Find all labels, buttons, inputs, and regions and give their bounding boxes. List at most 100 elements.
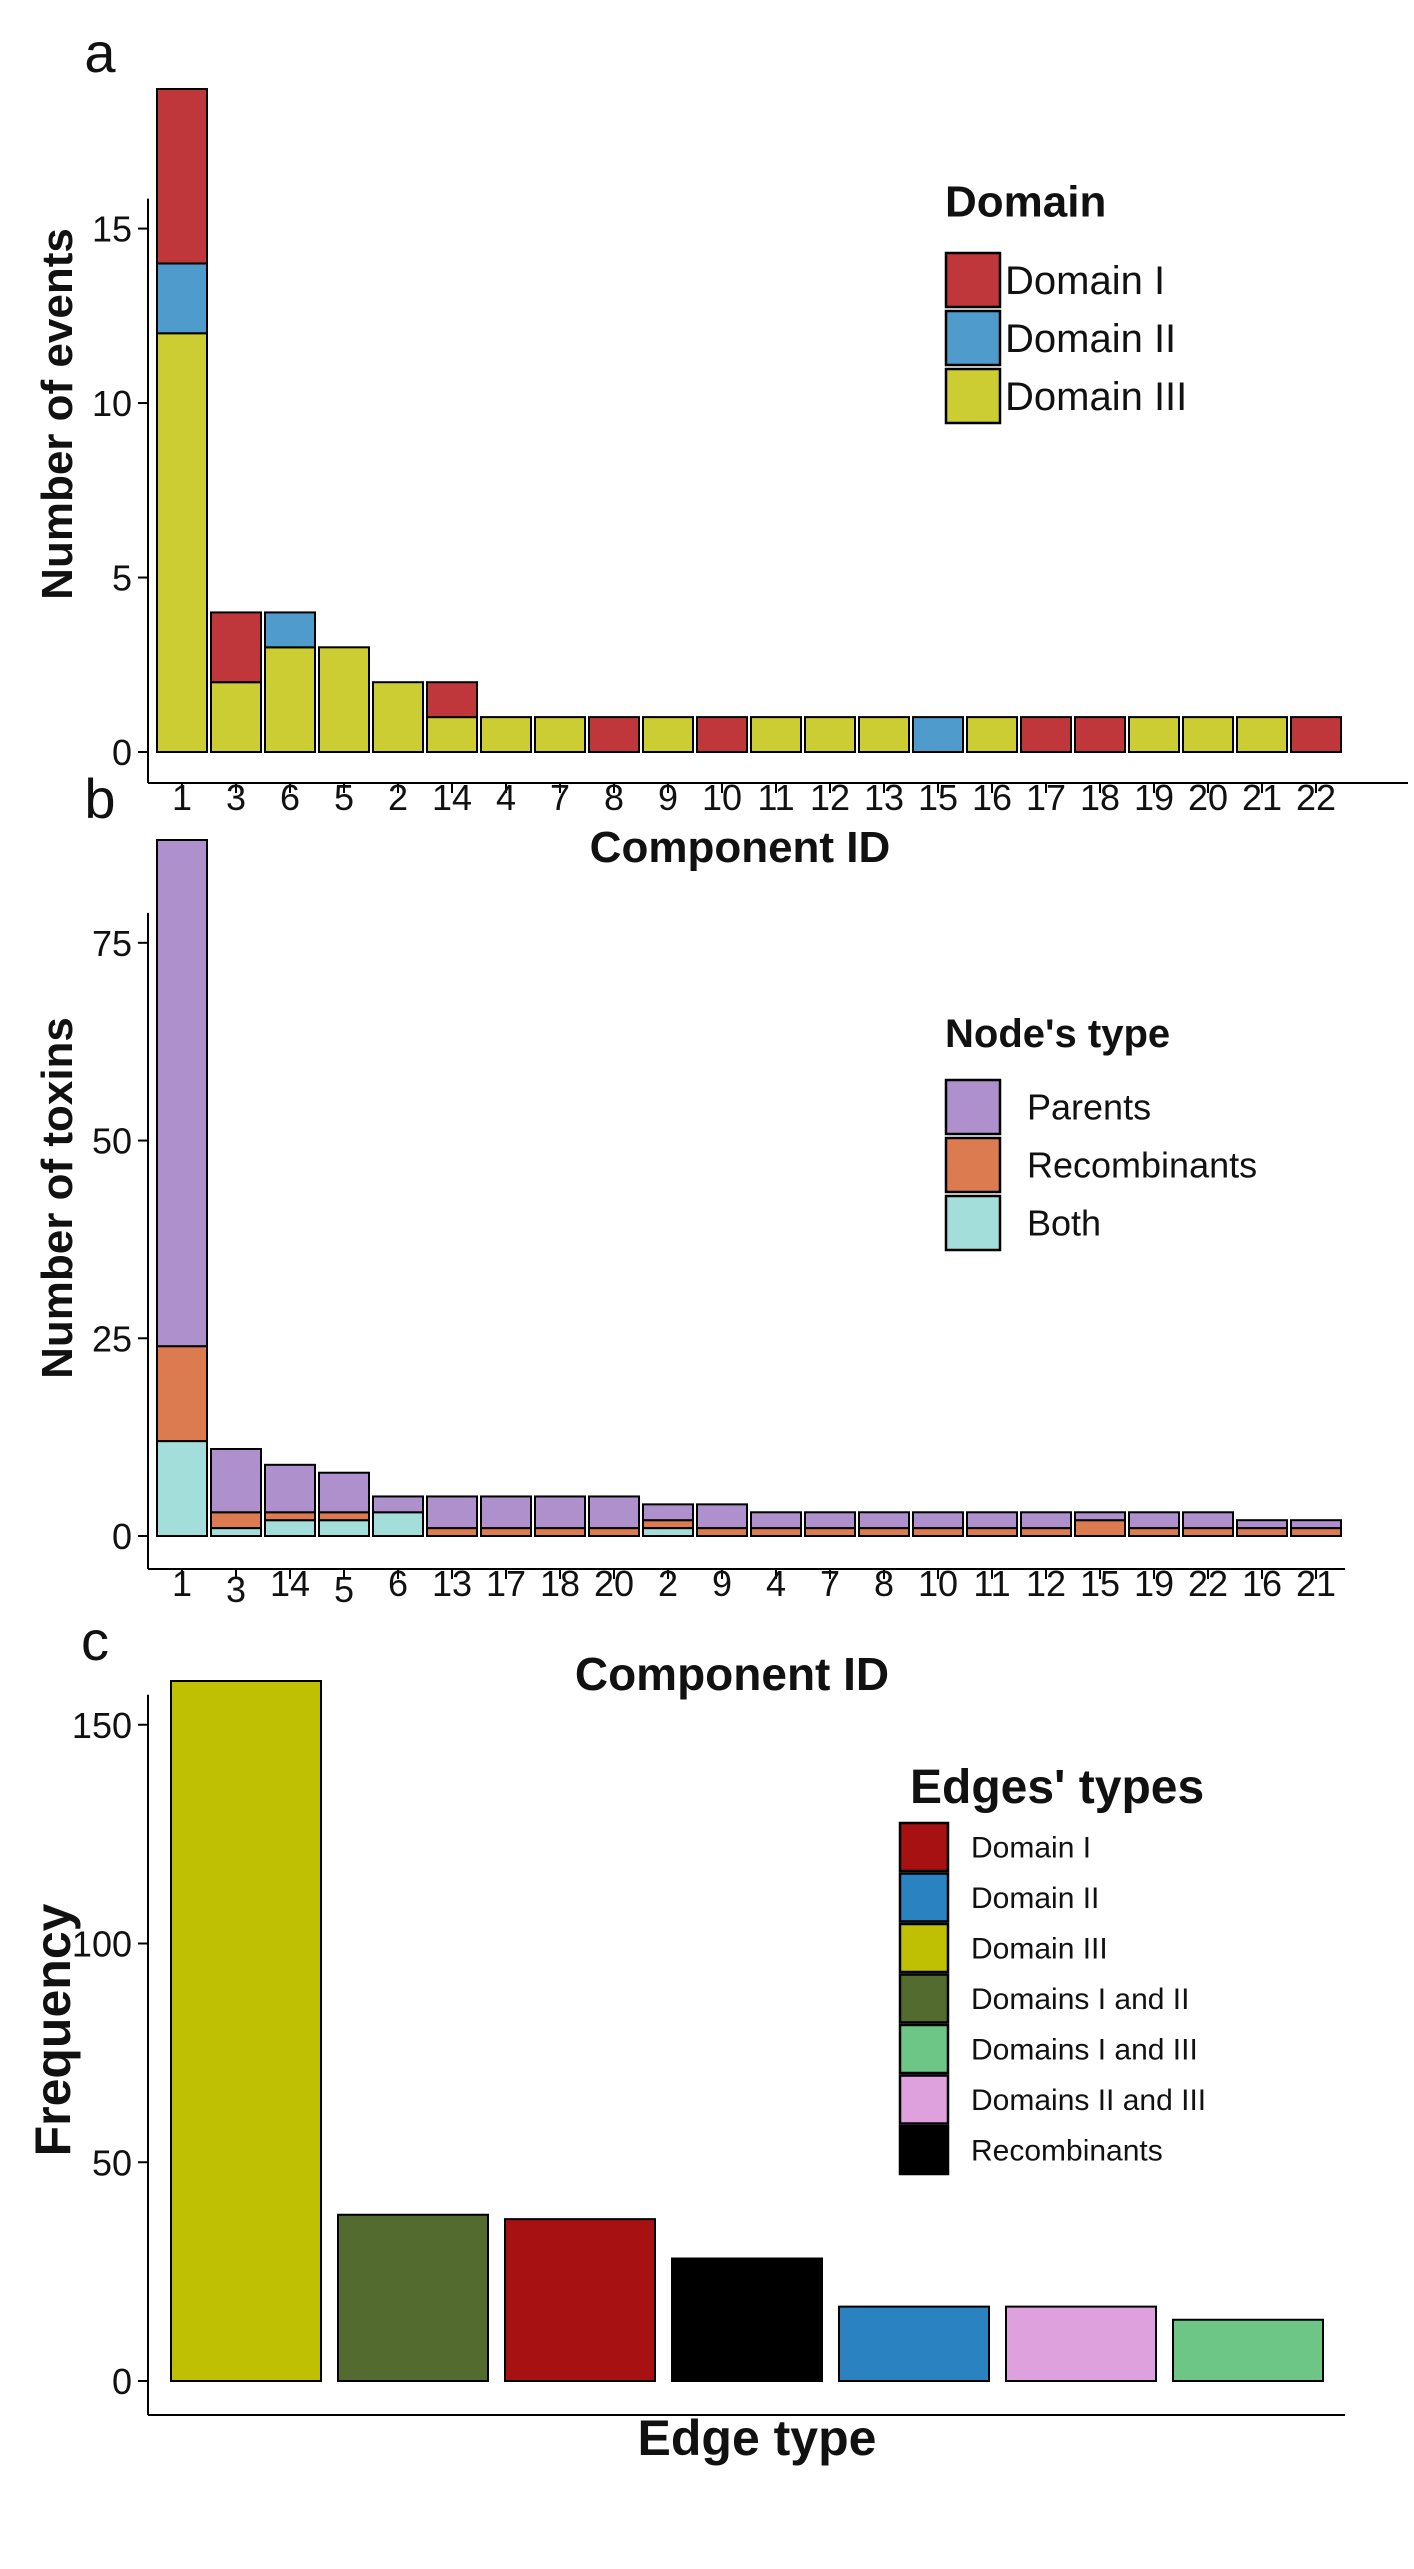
panel-label: c	[81, 1609, 109, 1672]
bar-segment	[1074, 1511, 1126, 1522]
x-tick-label: 12	[1026, 1563, 1066, 1604]
legend-swatch	[944, 367, 1002, 425]
bar-segment	[804, 1527, 856, 1538]
x-tick-label: 13	[432, 1563, 472, 1604]
x-tick-label: 22	[1188, 1563, 1228, 1604]
bar-segment	[966, 1511, 1018, 1530]
x-tick-label: 17	[1026, 777, 1066, 818]
legend: Node's type Parents Recombinants Both	[944, 1012, 1257, 1252]
legend-label: Domain II	[1005, 317, 1176, 361]
x-tick-label: 13	[864, 777, 904, 818]
legend: Edges' types Domain I Domain II Domain III D…	[898, 1761, 1206, 2176]
y-tick-label: 150	[72, 1705, 132, 1746]
bar-segment	[1074, 1519, 1126, 1537]
bar	[838, 2305, 990, 2382]
legend-swatch	[898, 2023, 950, 2075]
legend-label: Domain III	[1005, 375, 1187, 419]
bar-segment	[1020, 716, 1072, 754]
panel-label: a	[84, 21, 116, 84]
x-axis-label: Component ID	[590, 823, 891, 872]
bar-segment	[912, 1527, 964, 1538]
bar-segment	[264, 1463, 316, 1514]
bar-segment	[480, 716, 532, 754]
x-tick-label: 14	[432, 777, 472, 818]
bar-segment	[1236, 1519, 1288, 1530]
bar-segment	[210, 1511, 262, 1530]
y-tick-label: 0	[112, 2361, 132, 2402]
bar-segment	[210, 1527, 262, 1538]
bar-segment	[696, 716, 748, 754]
bar-segment	[588, 1527, 640, 1538]
x-tick-label: 18	[540, 1563, 580, 1604]
legend: Domain Domain I Domain II Domain III	[944, 177, 1187, 425]
x-tick-label: 19	[1134, 1563, 1174, 1604]
x-tick-label: 14	[270, 1563, 310, 1604]
y-tick-label: 0	[112, 732, 132, 773]
x-axis-label: Edge type	[638, 2410, 877, 2466]
y-tick-label: 100	[72, 1924, 132, 1965]
bar-segment	[804, 716, 856, 754]
bar-segment	[1236, 716, 1288, 754]
legend-swatch	[898, 1872, 950, 1923]
x-tick-label: 6	[280, 777, 300, 818]
bar	[170, 1680, 322, 2382]
bar-segment	[318, 1511, 370, 1522]
x-tick-label: 5	[334, 1569, 354, 1610]
x-tick-label: 10	[702, 777, 742, 818]
bar-segment	[372, 681, 424, 753]
x-tick-label: 3	[226, 1569, 246, 1610]
x-tick-label: 12	[810, 777, 850, 818]
x-tick-label: 2	[658, 1563, 678, 1604]
bar-segment	[534, 1527, 586, 1538]
x-tick-label: 4	[766, 1563, 786, 1604]
legend-swatch	[898, 2074, 950, 2125]
x-tick-label: 22	[1296, 777, 1336, 818]
bar-segment	[696, 1527, 748, 1538]
bar-segment	[1182, 1511, 1234, 1530]
bar-segment	[750, 1511, 802, 1530]
legend-swatch	[898, 1973, 950, 2024]
bar	[1005, 2305, 1157, 2382]
bar-segment	[1290, 716, 1342, 754]
x-tick-label: 21	[1296, 1563, 1336, 1604]
bar-segment	[588, 1495, 640, 1530]
x-tick-label: 20	[1188, 777, 1228, 818]
bar-segment	[264, 646, 316, 754]
bar-segment	[1020, 1527, 1072, 1538]
bar-segment	[1290, 1519, 1342, 1530]
bar	[671, 2257, 823, 2382]
legend-label: Both	[1027, 1203, 1101, 1244]
bar-segment	[534, 1495, 586, 1530]
x-tick-label: 18	[1080, 777, 1120, 818]
y-axis-label: Frequency	[25, 1903, 81, 2156]
bar-segment	[426, 1527, 478, 1538]
x-tick-label: 9	[712, 1563, 732, 1604]
bar-segment	[588, 716, 640, 754]
bar-segment	[1020, 1511, 1072, 1530]
bar-segment	[1128, 716, 1180, 754]
y-axis-label: Number of toxins	[33, 1017, 82, 1379]
legend-swatch	[944, 1194, 1002, 1252]
x-tick-label: 5	[334, 777, 354, 818]
bar-segment	[1182, 1527, 1234, 1538]
bar-segment	[750, 716, 802, 754]
legend-label: Domain III	[971, 1933, 1108, 1966]
x-tick-label: 10	[918, 1563, 958, 1604]
x-tick-label: 11	[757, 777, 794, 818]
x-tick-label: 1	[172, 1563, 192, 1604]
bar-segment	[534, 716, 586, 754]
bar-segment	[1128, 1527, 1180, 1538]
bar-segment	[912, 1511, 964, 1530]
bar-segment	[426, 1495, 478, 1530]
legend-label: Recombinants	[971, 2135, 1163, 2168]
legend-label: Domain I	[1005, 259, 1165, 303]
legend-title: Domain	[945, 177, 1106, 226]
bar-segment	[642, 1503, 694, 1522]
bar-segment	[480, 1527, 532, 1538]
x-tick-label: 8	[604, 777, 624, 818]
bar-segment	[642, 1519, 694, 1530]
bar-segment	[156, 1345, 208, 1443]
bar-segment	[210, 1448, 262, 1514]
y-tick-label: 0	[112, 1516, 132, 1557]
